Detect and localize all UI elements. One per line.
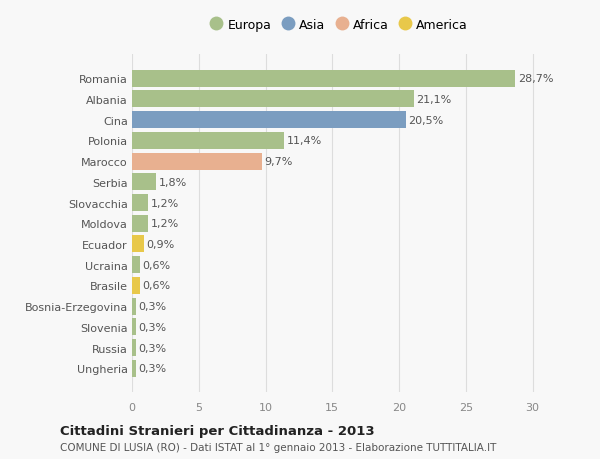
Text: 0,3%: 0,3% xyxy=(139,364,167,374)
Text: 9,7%: 9,7% xyxy=(264,157,293,167)
Text: 1,2%: 1,2% xyxy=(151,198,179,208)
Text: 21,1%: 21,1% xyxy=(416,95,452,105)
Bar xyxy=(132,215,148,232)
Bar xyxy=(132,153,262,170)
Text: 1,2%: 1,2% xyxy=(151,219,179,229)
Text: 0,3%: 0,3% xyxy=(139,343,167,353)
Text: 1,8%: 1,8% xyxy=(159,177,187,187)
Text: COMUNE DI LUSIA (RO) - Dati ISTAT al 1° gennaio 2013 - Elaborazione TUTTITALIA.I: COMUNE DI LUSIA (RO) - Dati ISTAT al 1° … xyxy=(60,442,496,452)
Bar xyxy=(132,174,156,191)
Bar xyxy=(132,236,144,253)
Bar xyxy=(132,195,148,212)
Text: 20,5%: 20,5% xyxy=(409,115,443,125)
Text: 0,3%: 0,3% xyxy=(139,302,167,312)
Bar xyxy=(132,112,406,129)
Bar xyxy=(132,70,515,87)
Bar xyxy=(132,257,140,274)
Bar xyxy=(132,340,136,357)
Text: Cittadini Stranieri per Cittadinanza - 2013: Cittadini Stranieri per Cittadinanza - 2… xyxy=(60,425,374,437)
Bar xyxy=(132,319,136,336)
Text: 0,9%: 0,9% xyxy=(146,240,175,249)
Bar xyxy=(132,298,136,315)
Text: 0,6%: 0,6% xyxy=(143,260,171,270)
Bar xyxy=(132,360,136,377)
Bar xyxy=(132,133,284,150)
Text: 11,4%: 11,4% xyxy=(287,136,322,146)
Text: 0,6%: 0,6% xyxy=(143,281,171,291)
Legend: Europa, Asia, Africa, America: Europa, Asia, Africa, America xyxy=(205,14,473,37)
Bar xyxy=(132,277,140,294)
Text: 28,7%: 28,7% xyxy=(518,74,553,84)
Text: 0,3%: 0,3% xyxy=(139,322,167,332)
Bar xyxy=(132,91,414,108)
